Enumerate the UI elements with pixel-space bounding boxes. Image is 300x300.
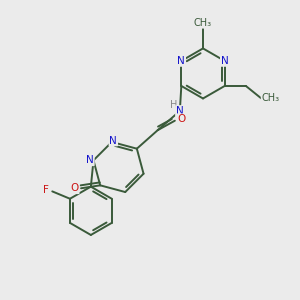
Text: H: H xyxy=(170,100,177,110)
Text: O: O xyxy=(177,114,185,124)
Text: N: N xyxy=(86,155,94,165)
Text: F: F xyxy=(44,185,49,195)
Text: N: N xyxy=(221,56,229,66)
Text: CH₃: CH₃ xyxy=(262,93,280,103)
Text: CH₃: CH₃ xyxy=(194,18,212,28)
Text: N: N xyxy=(176,106,184,116)
Text: N: N xyxy=(110,136,117,146)
Text: O: O xyxy=(70,183,79,193)
Text: N: N xyxy=(178,56,185,66)
